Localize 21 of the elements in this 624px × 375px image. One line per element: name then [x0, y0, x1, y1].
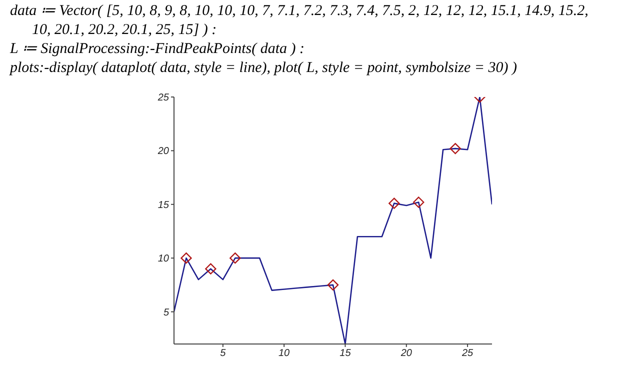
x-tick-label: 20: [400, 348, 412, 360]
point: [180, 252, 192, 264]
x-tick-label: 25: [460, 348, 474, 360]
text: L ≔ SignalProcessing:-FindPeakPoints( data ) :: [10, 40, 306, 59]
x-tick-label: 10: [278, 348, 290, 360]
point: [413, 196, 424, 208]
point: [388, 198, 400, 209]
line-series: [174, 97, 492, 344]
y-tick-label: 5: [163, 307, 170, 318]
point: [230, 252, 241, 264]
text: data ≔ Vector( [5, 10, 8, 9, 8, 10, 10, 10, 7, 7.1, 7.2, 7.3, 7.4, 7.5, 2, 12, 12, 12, 15.1, 14.9, 15.2, 10, 20.1, 20.2, 20.1, 25, 15] ) :: [10, 2, 590, 40]
x-tick-label: 15: [340, 348, 352, 360]
y-tick-label: 20: [156, 146, 170, 158]
y-tick-label: 15: [158, 200, 170, 211]
point: [327, 279, 339, 291]
point: [205, 263, 216, 274]
y-tick-label: 25: [156, 92, 170, 104]
y-tick-label: 10: [158, 254, 170, 265]
point: [450, 142, 461, 154]
x-tick-label: 5: [220, 348, 226, 360]
text: plots:-display( dataplot( data, style = line), plot( L, style = point, symbolsize = 30) ): [10, 59, 518, 78]
